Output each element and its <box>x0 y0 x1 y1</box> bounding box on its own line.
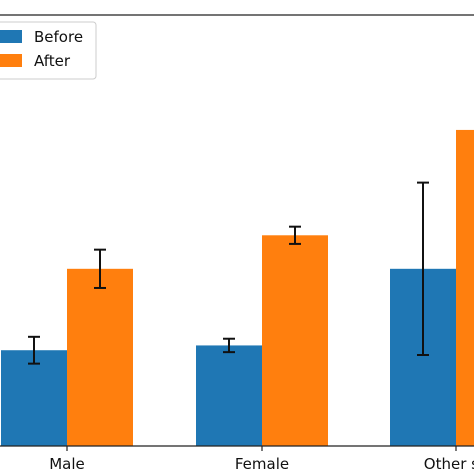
bar-before-female <box>196 345 262 446</box>
plot-area <box>1 129 474 446</box>
bar-after-other-se <box>456 129 474 446</box>
legend-box <box>0 21 97 80</box>
error-bar-after-male <box>94 248 106 289</box>
error-bar-before-other-se <box>417 181 429 357</box>
legend-label-after: After <box>34 52 71 70</box>
error-bar-before-male <box>28 335 40 365</box>
bar-before-male <box>1 350 67 446</box>
x-tick-label-other-se: Other se <box>424 455 474 473</box>
x-tick-label-female: Female <box>235 455 289 473</box>
x-axis-ticks: Male Female Other se <box>49 446 474 473</box>
legend-swatch-after <box>0 54 22 67</box>
error-bar-before-female <box>223 337 235 354</box>
error-bar-after-female <box>289 225 301 245</box>
legend-label-before: Before <box>34 28 83 46</box>
legend: Before After <box>0 21 97 80</box>
x-tick-label-male: Male <box>49 455 85 473</box>
error-bars <box>28 181 429 365</box>
bar-after-male <box>67 268 133 446</box>
bar-after-female <box>262 235 328 446</box>
legend-swatch-before <box>0 30 22 43</box>
